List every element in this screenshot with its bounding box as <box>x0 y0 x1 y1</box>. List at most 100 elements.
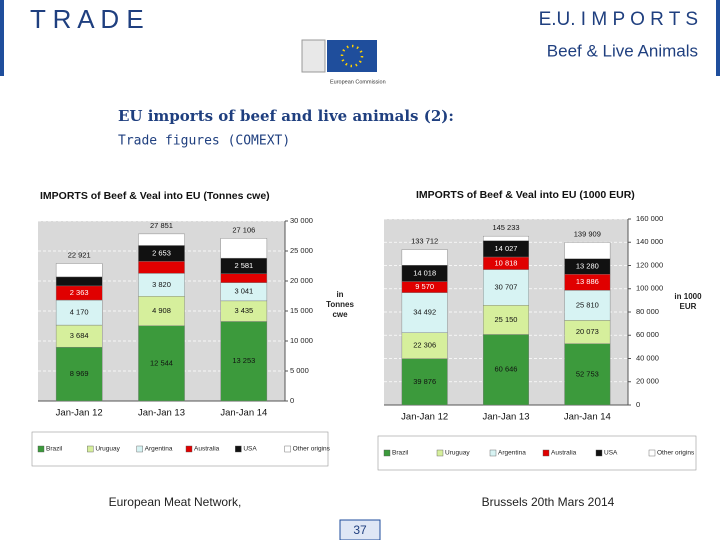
bar-segment <box>138 296 185 326</box>
bar-segment <box>401 292 448 333</box>
x-tick-label: Jan-Jan 12 <box>56 408 103 419</box>
y-tick-label: 80 000 <box>636 307 659 316</box>
value-label: 25 150 <box>495 315 518 324</box>
bar-segment <box>564 343 611 406</box>
bar-segment <box>138 325 185 402</box>
legend-label: USA <box>604 450 618 457</box>
y-tick-label: 140 000 <box>636 237 663 246</box>
legend-label: Brazil <box>392 450 409 457</box>
legend-swatch <box>284 445 291 453</box>
value-label: 2 363 <box>70 288 89 297</box>
unit-label: in 1000 EUR <box>674 292 702 311</box>
bar-segment <box>564 242 611 259</box>
x-tick-label: Jan-Jan 14 <box>564 412 611 423</box>
legend-label: Argentina <box>498 450 526 457</box>
y-tick-label: 160 000 <box>636 214 663 223</box>
y-tick-label: 40 000 <box>636 353 659 362</box>
chart-title: IMPORTS of Beef & Veal into EU (1000 EUR… <box>416 189 635 201</box>
value-label: 22 306 <box>413 341 436 350</box>
legend-swatch <box>489 449 497 457</box>
total-label: 22 921 <box>68 250 91 259</box>
legend-swatch <box>37 445 45 453</box>
value-label: 39 876 <box>413 377 436 386</box>
chart-title: IMPORTS of Beef & Veal into EU (Tonnes c… <box>40 190 270 202</box>
eu-stars <box>340 44 364 68</box>
total-label: 145 233 <box>492 223 519 232</box>
legend-label: Argentina <box>145 446 173 453</box>
value-label: 34 492 <box>413 308 436 317</box>
x-tick-label: Jan-Jan 13 <box>138 408 185 419</box>
bar-segment <box>483 305 529 335</box>
value-label: 30 707 <box>495 282 518 291</box>
bar-segment <box>401 332 448 359</box>
bar-segment <box>220 321 268 402</box>
header-edge <box>716 0 720 76</box>
legend-label: Uruguay <box>95 446 120 453</box>
y-tick-label: 100 000 <box>636 284 663 293</box>
value-label: 13 280 <box>576 261 599 270</box>
total-label: 139 909 <box>574 229 601 238</box>
legend-label: Australia <box>551 450 577 457</box>
header-subtitle: Beef & Live Animals <box>547 41 698 60</box>
y-tick-label: 120 000 <box>636 260 663 269</box>
value-label: 3 041 <box>234 287 253 296</box>
value-label: 10 818 <box>495 258 518 267</box>
y-tick-label: 0 <box>636 400 640 409</box>
header-right: E.U. I M P O R T S <box>539 9 698 30</box>
logo-text: European Commission <box>330 79 386 85</box>
bar-segment <box>220 238 268 259</box>
bar-segment <box>138 233 185 246</box>
value-label: 52 753 <box>576 369 599 378</box>
bar-segment <box>55 263 103 278</box>
total-label: 27 851 <box>150 221 173 230</box>
legend-label: Other origins <box>293 446 331 453</box>
legend-swatch <box>436 449 444 457</box>
value-label: 3 684 <box>70 331 89 340</box>
legend-box <box>377 435 697 471</box>
total-label: 133 712 <box>411 237 438 246</box>
value-label: 13 253 <box>232 356 255 365</box>
bar-segment <box>401 249 448 266</box>
legend-swatch <box>648 449 656 457</box>
footer-left: European Meat Network, <box>109 495 242 509</box>
value-label: 3 435 <box>234 306 253 315</box>
legend-swatch <box>235 445 242 453</box>
legend-swatch <box>383 449 391 457</box>
total-label: 27 106 <box>232 225 255 234</box>
legend-label: Uruguay <box>445 450 470 457</box>
value-label: 14 027 <box>495 244 518 253</box>
page-box <box>339 519 381 540</box>
value-label: 8 969 <box>70 369 89 378</box>
y-tick-label: 10 000 <box>290 336 313 345</box>
bar-segment <box>220 273 268 283</box>
value-label: 2 581 <box>234 261 253 270</box>
legend-label: Brazil <box>46 446 63 453</box>
legend-swatch <box>542 449 550 457</box>
unit-label: in Tonnes cwe <box>326 290 354 319</box>
page-number: 37 <box>353 523 367 537</box>
eu-logo: European Commission <box>301 39 386 85</box>
logo-building <box>301 39 326 73</box>
x-tick-label: Jan-Jan 14 <box>220 408 267 419</box>
x-tick-label: Jan-Jan 12 <box>401 412 448 423</box>
heading-subtitle: Trade figures (COMEXT) <box>118 134 290 149</box>
y-tick-label: 5 000 <box>290 366 309 375</box>
legend-label: Other origins <box>657 450 695 457</box>
legend-label: USA <box>243 446 257 453</box>
bar-segment <box>138 261 185 274</box>
bar-segment <box>564 290 611 321</box>
value-label: 12 544 <box>150 358 173 367</box>
header-edge <box>0 0 4 76</box>
value-label: 25 810 <box>576 300 599 309</box>
legend-label: Australia <box>194 446 220 453</box>
y-tick-label: 20 000 <box>290 276 313 285</box>
value-label: 4 908 <box>152 306 171 315</box>
footer-right: Brussels 20th Mars 2014 <box>482 495 615 509</box>
heading-title: EU imports of beef and live animals (2): <box>118 107 454 125</box>
bar-segment <box>401 358 448 406</box>
value-label: 13 886 <box>576 277 599 286</box>
y-tick-label: 30 000 <box>290 216 313 225</box>
value-label: 4 170 <box>70 308 89 317</box>
